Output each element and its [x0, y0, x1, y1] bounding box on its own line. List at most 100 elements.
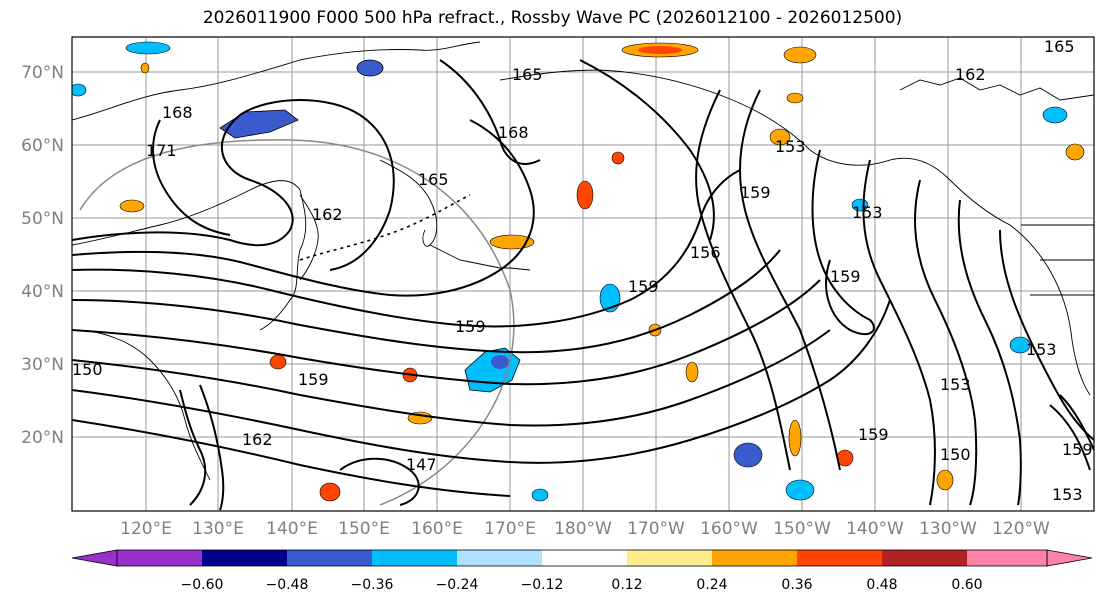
negative-anomaly — [531, 488, 549, 502]
lat-tick-label: 30°N — [21, 355, 64, 375]
positive-anomaly — [788, 419, 802, 457]
lon-axis: 120°E 130°E 140°E 150°E 160°E 170°E 180°… — [120, 519, 1050, 539]
colorbar-segment — [457, 550, 542, 566]
colorbar-extend-low — [71, 549, 118, 567]
lon-tick-label: 120°W — [992, 519, 1050, 539]
lat-tick-label: 20°N — [21, 428, 64, 448]
colorbar-tick-label: 0.24 — [696, 577, 727, 593]
contour-label: 159 — [1062, 440, 1093, 459]
lon-tick-label: 170°W — [627, 519, 685, 539]
colorbar-tick-label: 0.60 — [951, 577, 982, 593]
colorbar-segment — [627, 550, 712, 566]
lat-tick-label: 50°N — [21, 209, 64, 229]
contour-label: 159 — [830, 267, 861, 286]
positive-anomaly — [489, 234, 535, 250]
positive-anomaly — [685, 361, 699, 383]
positive-anomaly — [140, 62, 150, 74]
contour-label: 159 — [628, 277, 659, 296]
lon-tick-label: 140°W — [846, 519, 904, 539]
lon-tick-label: 160°E — [411, 519, 463, 539]
positive-anomaly — [769, 128, 791, 146]
contour-label: 168 — [498, 123, 529, 142]
contour-label: 153 — [940, 375, 971, 394]
negative-anomaly — [599, 283, 621, 313]
colorbar: −0.60 −0.48 −0.36 −0.24 −0.12 0.12 0.24 … — [71, 549, 1093, 593]
contour-label: 156 — [690, 243, 721, 262]
colorbar-segment — [797, 550, 882, 566]
lon-tick-label: 120°E — [120, 519, 172, 539]
contour-label: 159 — [298, 370, 329, 389]
positive-anomaly — [269, 354, 287, 370]
contour-label: 162 — [955, 65, 986, 84]
negative-anomaly — [491, 355, 509, 369]
lat-tick-label: 60°N — [21, 136, 64, 156]
colorbar-tick-label: −0.60 — [181, 577, 224, 593]
positive-anomaly — [576, 180, 594, 210]
gridlines — [72, 37, 1094, 511]
negative-anomaly — [785, 479, 815, 501]
lon-tick-label: 130°E — [192, 519, 244, 539]
positive-anomaly — [1065, 143, 1085, 161]
colorbar-segment — [372, 550, 457, 566]
lon-tick-label: 160°W — [700, 519, 758, 539]
contour-label: 162 — [242, 430, 273, 449]
colorbar-tick-label: 0.12 — [611, 577, 642, 593]
colorbar-segment — [712, 550, 797, 566]
colorbar-tick-label: −0.12 — [521, 577, 564, 593]
coastlines — [72, 41, 1094, 481]
colorbar-tick-label: 0.36 — [781, 577, 812, 593]
positive-anomaly — [786, 92, 804, 104]
contour-labels: 165 162 168 171 165 168 162 159 156 159 … — [72, 37, 1093, 504]
colorbar-segment — [287, 550, 372, 566]
colorbar-tick-label: −0.48 — [266, 577, 309, 593]
colorbar-extend-high — [1046, 549, 1093, 567]
positive-anomaly — [319, 482, 341, 502]
contour-label: 171 — [146, 141, 177, 160]
colorbar-segment — [117, 550, 202, 566]
contour-label: 153 — [852, 203, 883, 222]
map-frame — [71, 36, 1095, 512]
negative-anomaly — [1009, 336, 1031, 354]
positive-anomaly — [119, 199, 145, 213]
positive-anomaly — [611, 151, 625, 165]
lon-tick-label: 140°E — [266, 519, 318, 539]
contour-label: 147 — [406, 455, 437, 474]
negative-anomaly — [356, 59, 384, 77]
positive-anomaly — [638, 46, 682, 54]
positive-anomaly — [783, 46, 817, 64]
contour-label: 159 — [455, 317, 486, 336]
colorbar-tick-label: 0.48 — [866, 577, 897, 593]
colorbar-segment — [882, 550, 967, 566]
contour-label: 153 — [1052, 485, 1083, 504]
refractivity-contours — [72, 59, 1094, 511]
contour-label: 165 — [418, 170, 449, 189]
lon-tick-label: 170°E — [484, 519, 536, 539]
lon-tick-label: 150°W — [773, 519, 831, 539]
negative-anomaly — [125, 41, 171, 55]
positive-anomaly — [936, 469, 954, 491]
contour-label: 159 — [858, 425, 889, 444]
contour-label: 153 — [775, 137, 806, 156]
negative-anomaly — [733, 442, 763, 468]
colorbar-segment — [202, 550, 287, 566]
colorbar-tick-label: −0.36 — [351, 577, 394, 593]
colorbar-segment — [542, 550, 627, 566]
contour-label: 168 — [162, 103, 193, 122]
contour-label: 150 — [72, 360, 103, 379]
colorbar-segment — [967, 550, 1047, 566]
map-title: 2026011900 F000 500 hPa refract., Rossby… — [202, 8, 903, 28]
lat-axis: 70°N 60°N 50°N 40°N 30°N 20°N — [21, 63, 64, 448]
contour-label: 162 — [312, 205, 343, 224]
contour-label: 159 — [740, 183, 771, 202]
contour-label: 153 — [1026, 340, 1057, 359]
colorbar-tick-label: −0.24 — [436, 577, 479, 593]
contour-label: 150 — [940, 445, 971, 464]
contour-label: 165 — [1044, 37, 1075, 56]
lon-tick-label: 130°W — [919, 519, 977, 539]
lat-tick-label: 40°N — [21, 282, 64, 302]
lon-tick-label: 150°E — [338, 519, 390, 539]
negative-anomaly — [1042, 106, 1068, 124]
negative-anomaly — [72, 83, 87, 97]
contour-label: 165 — [512, 65, 543, 84]
